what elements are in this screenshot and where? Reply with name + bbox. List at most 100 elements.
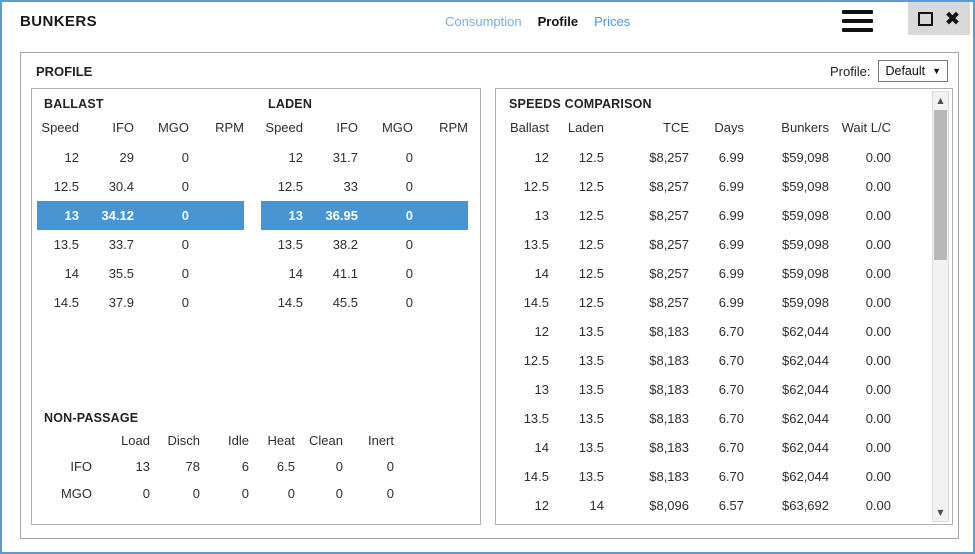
- vertical-scrollbar[interactable]: ▲ ▼: [932, 91, 949, 522]
- table-cell: 13.5: [578, 440, 604, 455]
- table-cell: 0: [142, 486, 150, 501]
- table-row[interactable]: 13 12.5 $8,257 6.99 $59,098 0.00: [504, 201, 891, 230]
- table-cell: [413, 230, 468, 259]
- table-cell: 12.5: [277, 179, 303, 194]
- table-cell: 14.5: [523, 295, 549, 310]
- table-cell: 37.9: [108, 295, 134, 310]
- profile-dropdown-value: Default: [885, 64, 926, 78]
- ballast-table: Speed IFO MGO RPM 12 29 0 12.5 30.4 0 13 34.12 0 13.5…: [37, 111, 244, 317]
- table-cell: 6.70: [718, 411, 744, 426]
- table-row[interactable]: 14.5 13.5 $8,183 6.70 $62,044 0.00: [504, 462, 891, 491]
- table-cell: 12: [534, 498, 549, 513]
- table-cell: $62,044: [782, 469, 829, 484]
- table-row[interactable]: 13 34.12 0: [37, 201, 244, 230]
- table-row[interactable]: 14 35.5 0: [37, 259, 244, 288]
- table-row[interactable]: 13 13.5 $8,183 6.70 $62,044 0.00: [504, 375, 891, 404]
- table-cell: 6.99: [718, 208, 744, 223]
- table-cell: $8,183: [649, 382, 689, 397]
- table-cell: 13: [534, 382, 549, 397]
- table-cell: 6.70: [718, 353, 744, 368]
- table-cell: 6.99: [718, 150, 744, 165]
- table-cell: 0.00: [865, 295, 891, 310]
- table-cell: 33: [343, 179, 358, 194]
- table-cell: $62,044: [782, 382, 829, 397]
- table-row[interactable]: 14 13.5 $8,183 6.70 $62,044 0.00: [504, 433, 891, 462]
- table-row[interactable]: 13 36.95 0: [261, 201, 468, 230]
- scroll-down-icon[interactable]: ▼: [937, 508, 944, 517]
- column-header: Clean: [309, 432, 343, 448]
- table-row[interactable]: 12.5 33 0: [261, 172, 468, 201]
- table-row[interactable]: 12.5 30.4 0: [37, 172, 244, 201]
- table-cell: 13.5: [578, 469, 604, 484]
- table-cell: 6.5: [276, 459, 295, 474]
- table-cell: 41.1: [332, 266, 358, 281]
- column-header: Bunkers: [781, 119, 829, 135]
- speeds-comparison-table: Ballast Laden TCE Days Bunkers Wait L/C 12 12.5…: [504, 111, 891, 520]
- table-cell: $8,096: [649, 498, 689, 513]
- close-icon[interactable]: ✖: [944, 7, 961, 30]
- table-cell: 14: [288, 266, 303, 281]
- window-buttons: ✖: [908, 2, 970, 35]
- table-cell: 13.5: [53, 237, 79, 252]
- table-cell: 12.5: [578, 266, 604, 281]
- table-cell: MGO: [60, 486, 92, 501]
- profile-dropdown[interactable]: Default ▼: [878, 60, 948, 82]
- column-header: Disch: [167, 432, 200, 448]
- table-cell: 13.5: [523, 411, 549, 426]
- table-cell: $62,044: [782, 324, 829, 339]
- table-cell: 6.99: [718, 237, 744, 252]
- table-row[interactable]: 12 31.7 0: [261, 143, 468, 172]
- table-row[interactable]: 14 12.5 $8,257 6.99 $59,098 0.00: [504, 259, 891, 288]
- table-row[interactable]: 12 12.5 $8,257 6.99 $59,098 0.00: [504, 143, 891, 172]
- table-cell: [413, 201, 468, 230]
- scrollbar-thumb[interactable]: [934, 110, 947, 260]
- table-cell: [189, 288, 244, 317]
- table-cell: $59,098: [782, 179, 829, 194]
- table-row[interactable]: 13.5 38.2 0: [261, 230, 468, 259]
- table-cell: $59,098: [782, 295, 829, 310]
- table-row[interactable]: 12.5 12.5 $8,257 6.99 $59,098 0.00: [504, 172, 891, 201]
- table-row[interactable]: 13.5 33.7 0: [37, 230, 244, 259]
- column-header: Inert: [367, 432, 394, 448]
- scroll-up-icon[interactable]: ▲: [937, 96, 944, 105]
- table-row[interactable]: 12 14 $8,096 6.57 $63,692 0.00: [504, 491, 891, 520]
- table-row[interactable]: 13.5 12.5 $8,257 6.99 $59,098 0.00: [504, 230, 891, 259]
- table-cell: 0.00: [865, 382, 891, 397]
- maximize-icon[interactable]: [917, 11, 933, 26]
- column-header: TCE: [663, 119, 689, 135]
- tab-consumption[interactable]: Consumption: [445, 14, 522, 29]
- table-cell: 0: [405, 295, 413, 310]
- table-cell: 38.2: [332, 237, 358, 252]
- table-cell: 0: [405, 266, 413, 281]
- table-row[interactable]: 14.5 12.5 $8,257 6.99 $59,098 0.00: [504, 288, 891, 317]
- table-row[interactable]: 12.5 13.5 $8,183 6.70 $62,044 0.00: [504, 346, 891, 375]
- table-cell: $62,044: [782, 353, 829, 368]
- column-header: MGO: [381, 119, 413, 135]
- tab-profile[interactable]: Profile: [537, 14, 579, 29]
- table-cell: 0: [134, 201, 189, 230]
- table-row[interactable]: 14.5 45.5 0: [261, 288, 468, 317]
- table-cell: 13.5: [578, 353, 604, 368]
- table-row[interactable]: 12 13.5 $8,183 6.70 $62,044 0.00: [504, 317, 891, 346]
- table-cell: 0.00: [865, 324, 891, 339]
- table-row[interactable]: IFO 13 78 6 6.5 0 0: [37, 453, 394, 480]
- table-row[interactable]: 14 41.1 0: [261, 259, 468, 288]
- tab-prices[interactable]: Prices: [594, 14, 631, 29]
- table-cell: 13.5: [578, 324, 604, 339]
- profile-select-label: Profile:: [830, 63, 871, 79]
- table-cell: 0.00: [865, 411, 891, 426]
- table-cell: 36.95: [303, 201, 358, 230]
- table-cell: $8,183: [649, 353, 689, 368]
- table-row[interactable]: 12 29 0: [37, 143, 244, 172]
- table-cell: [189, 230, 244, 259]
- table-cell: 13.5: [277, 237, 303, 252]
- menu-icon[interactable]: [842, 10, 873, 32]
- table-row[interactable]: 14.5 37.9 0: [37, 288, 244, 317]
- non-passage-section: NON-PASSAGE Load Disch Idle Heat Clean Inert I…: [37, 411, 394, 507]
- table-row[interactable]: MGO 0 0 0 0 0 0: [37, 480, 394, 507]
- table-row[interactable]: 13.5 13.5 $8,183 6.70 $62,044 0.00: [504, 404, 891, 433]
- table-cell: 0: [181, 266, 189, 281]
- table-cell: 0.00: [865, 353, 891, 368]
- laden-title: LADEN: [268, 97, 313, 111]
